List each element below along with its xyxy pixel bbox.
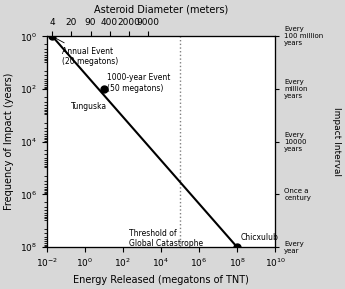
Text: Chicxulub: Chicxulub [237, 234, 278, 247]
Text: Annual Event
(20 megatons): Annual Event (20 megatons) [55, 38, 118, 66]
X-axis label: Energy Released (megatons of TNT): Energy Released (megatons of TNT) [73, 275, 249, 285]
Text: Tunguska: Tunguska [71, 102, 107, 112]
Text: Threshold of
Global Catastrophe: Threshold of Global Catastrophe [129, 229, 203, 248]
X-axis label: Asteroid Diameter (meters): Asteroid Diameter (meters) [94, 4, 228, 14]
Y-axis label: Impact Interval: Impact Interval [332, 107, 341, 176]
Text: 1000-year Event
(50 megatons): 1000-year Event (50 megatons) [104, 73, 170, 93]
Y-axis label: Frequency of Impact (years): Frequency of Impact (years) [4, 73, 14, 210]
